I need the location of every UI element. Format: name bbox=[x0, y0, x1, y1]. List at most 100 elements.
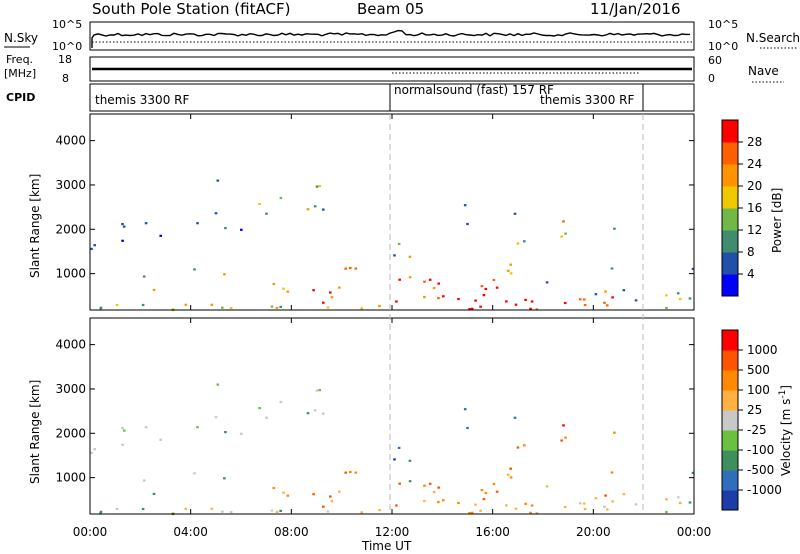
velocity-cell bbox=[594, 497, 598, 500]
velocity-colorbar: 1000 500 100 25 -25 -100 -500 -1000 bbox=[721, 329, 782, 511]
power-cell bbox=[523, 240, 526, 243]
velocity-cell bbox=[514, 507, 518, 510]
velocity-cell bbox=[408, 459, 412, 462]
power-cell bbox=[482, 294, 486, 297]
velocity-cell bbox=[330, 500, 334, 503]
power-cell bbox=[583, 303, 587, 307]
power-cell bbox=[408, 276, 412, 279]
cpid-segment-3: themis 3300 RF bbox=[540, 93, 634, 107]
power-cell bbox=[318, 185, 321, 188]
velocity-cell bbox=[279, 400, 283, 404]
power-cell bbox=[221, 306, 224, 309]
x-axis: 00:00 04:00 08:00 12:00 16:00 20:00 00:00 bbox=[73, 114, 711, 539]
power-cell bbox=[611, 296, 614, 299]
plot-title: South Pole Station (fitACF) bbox=[92, 0, 290, 18]
power-cell bbox=[484, 287, 488, 291]
power-cell bbox=[509, 263, 512, 266]
velocity-cell bbox=[196, 426, 199, 429]
power-cell bbox=[90, 247, 93, 250]
velocity-cell bbox=[564, 436, 567, 439]
power-cell bbox=[691, 267, 695, 270]
power-cell bbox=[240, 228, 243, 231]
power-cell bbox=[326, 306, 330, 309]
velocity-cell bbox=[121, 427, 124, 430]
colorbar-tick-label: -25 bbox=[747, 423, 767, 437]
velocity-cell bbox=[99, 510, 103, 513]
velocity-cell bbox=[524, 502, 527, 505]
power-cell bbox=[676, 292, 680, 295]
velocity-cell bbox=[315, 389, 319, 392]
velocity-cell bbox=[470, 511, 474, 514]
power-cell bbox=[562, 220, 565, 223]
velocity-cell bbox=[480, 489, 484, 492]
velocity-cell bbox=[474, 503, 477, 506]
velocity-cell bbox=[312, 493, 315, 496]
power-cell bbox=[529, 307, 532, 310]
power-cell bbox=[265, 212, 268, 215]
power-cell bbox=[613, 227, 616, 230]
colorbar-swatch bbox=[722, 208, 738, 231]
velocity-cell bbox=[463, 408, 467, 411]
power-cell bbox=[408, 255, 412, 258]
velocity-cell bbox=[506, 473, 510, 476]
nave-tick-top: 60 bbox=[708, 54, 722, 67]
velocity-cell bbox=[152, 492, 156, 495]
noise-left-tick-top: 10^5 bbox=[52, 18, 82, 31]
power-cell bbox=[479, 305, 482, 308]
velocity-cell bbox=[509, 476, 513, 479]
colorbar-swatch bbox=[722, 470, 738, 491]
power-cell bbox=[678, 297, 682, 300]
power-cell bbox=[398, 278, 401, 281]
velocity-cell bbox=[223, 477, 226, 480]
velocity-cell bbox=[442, 499, 445, 502]
velocity-cell bbox=[423, 500, 426, 503]
velocity-cell bbox=[282, 491, 285, 494]
cpid-segment-2: normalsound (fast) 157 RF bbox=[394, 83, 554, 97]
velocity-cell bbox=[270, 509, 274, 512]
velocity-cell bbox=[221, 510, 224, 513]
power-cell bbox=[214, 212, 218, 215]
velocity-cell bbox=[378, 509, 381, 512]
x-axis-label: Time UT bbox=[361, 539, 412, 553]
frequency-panel: Freq. [MHz] 18 8 Nave 60 0 bbox=[4, 53, 784, 85]
velocity-cell bbox=[578, 502, 582, 505]
velocity-cell bbox=[306, 412, 310, 415]
power-cell bbox=[258, 203, 261, 206]
power-cell bbox=[196, 222, 199, 225]
velocity-cell bbox=[398, 482, 401, 485]
velocity-cell bbox=[676, 496, 680, 499]
power-cell bbox=[665, 306, 668, 310]
power-cell bbox=[378, 305, 381, 308]
velocity-cell bbox=[563, 505, 567, 509]
nave-tick-bottom: 0 bbox=[708, 72, 715, 85]
power-cell bbox=[210, 303, 214, 306]
colorbar-swatch bbox=[722, 120, 738, 143]
power-cell bbox=[610, 267, 614, 270]
colorbar-tick-label: 4 bbox=[747, 267, 755, 281]
velocity-cell bbox=[272, 486, 276, 490]
power-cell bbox=[622, 289, 626, 292]
velocity-cell bbox=[610, 471, 614, 474]
noise-sky-trace bbox=[91, 29, 690, 48]
velocity-cell bbox=[606, 508, 609, 511]
y-tick-label: 1000 bbox=[55, 471, 86, 485]
velocity-cell bbox=[240, 432, 243, 435]
power-cell bbox=[193, 268, 196, 271]
velocity-cell bbox=[560, 439, 563, 442]
colorbar-swatch bbox=[722, 390, 738, 411]
noise-right-tick-bottom: 10^0 bbox=[708, 40, 738, 53]
velocity-cell bbox=[613, 431, 616, 434]
power-cell bbox=[688, 297, 692, 300]
colorbar-tick-label: 12 bbox=[747, 223, 762, 237]
velocity-cell bbox=[484, 491, 488, 495]
colorbar-tick-label: 24 bbox=[747, 157, 762, 171]
power-cell bbox=[312, 289, 315, 292]
power-cell bbox=[93, 244, 96, 247]
noise-right-label: N.Search bbox=[746, 31, 800, 45]
velocity-cell bbox=[611, 500, 614, 503]
power-cell bbox=[470, 307, 474, 310]
colorbar-swatch bbox=[722, 490, 738, 511]
colorbar-swatch bbox=[722, 430, 738, 451]
power-cell bbox=[322, 208, 325, 211]
x-tick-label: 08:00 bbox=[274, 525, 309, 539]
